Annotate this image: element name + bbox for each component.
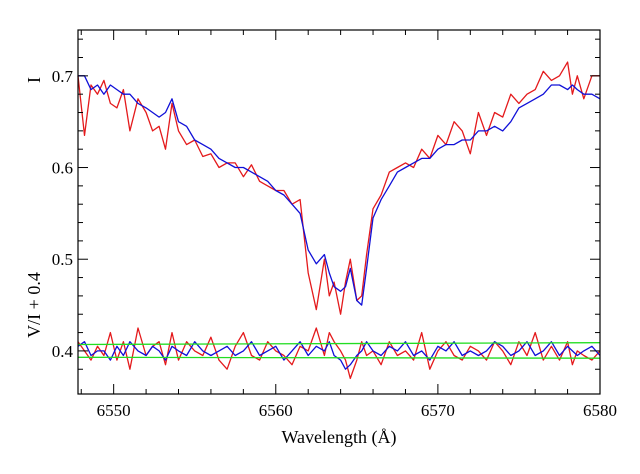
series-red-intensity	[77, 61, 600, 315]
y-tick-label: 0.7	[52, 67, 74, 86]
y-tick-label: 0.6	[52, 159, 73, 178]
x-tick-label: 6560	[259, 401, 293, 420]
plot-frame	[77, 29, 601, 395]
plot-lines	[77, 61, 601, 380]
y-axis-label-stokes-v: V/I + 0.4	[24, 272, 44, 338]
x-tick-label: 6550	[97, 401, 131, 420]
x-tick-label: 6580	[583, 401, 617, 420]
series-green-reference-upper	[77, 342, 601, 346]
y-tick-label: 0.4	[52, 342, 74, 361]
x-axis-label: Wavelength (Å)	[281, 427, 396, 448]
x-tick-label: 6570	[421, 401, 455, 420]
axis-ticks	[78, 30, 601, 394]
series-blue-intensity	[78, 75, 601, 306]
tick-labels: 6550 6560 6570 6580 0.4 0.5 0.6 0.7	[52, 67, 617, 420]
y-axis-label-intensity: I	[24, 77, 44, 83]
series-green-reference-lower	[77, 356, 601, 359]
y-tick-label: 0.5	[52, 250, 73, 269]
series-red-stokes-v	[77, 327, 601, 380]
